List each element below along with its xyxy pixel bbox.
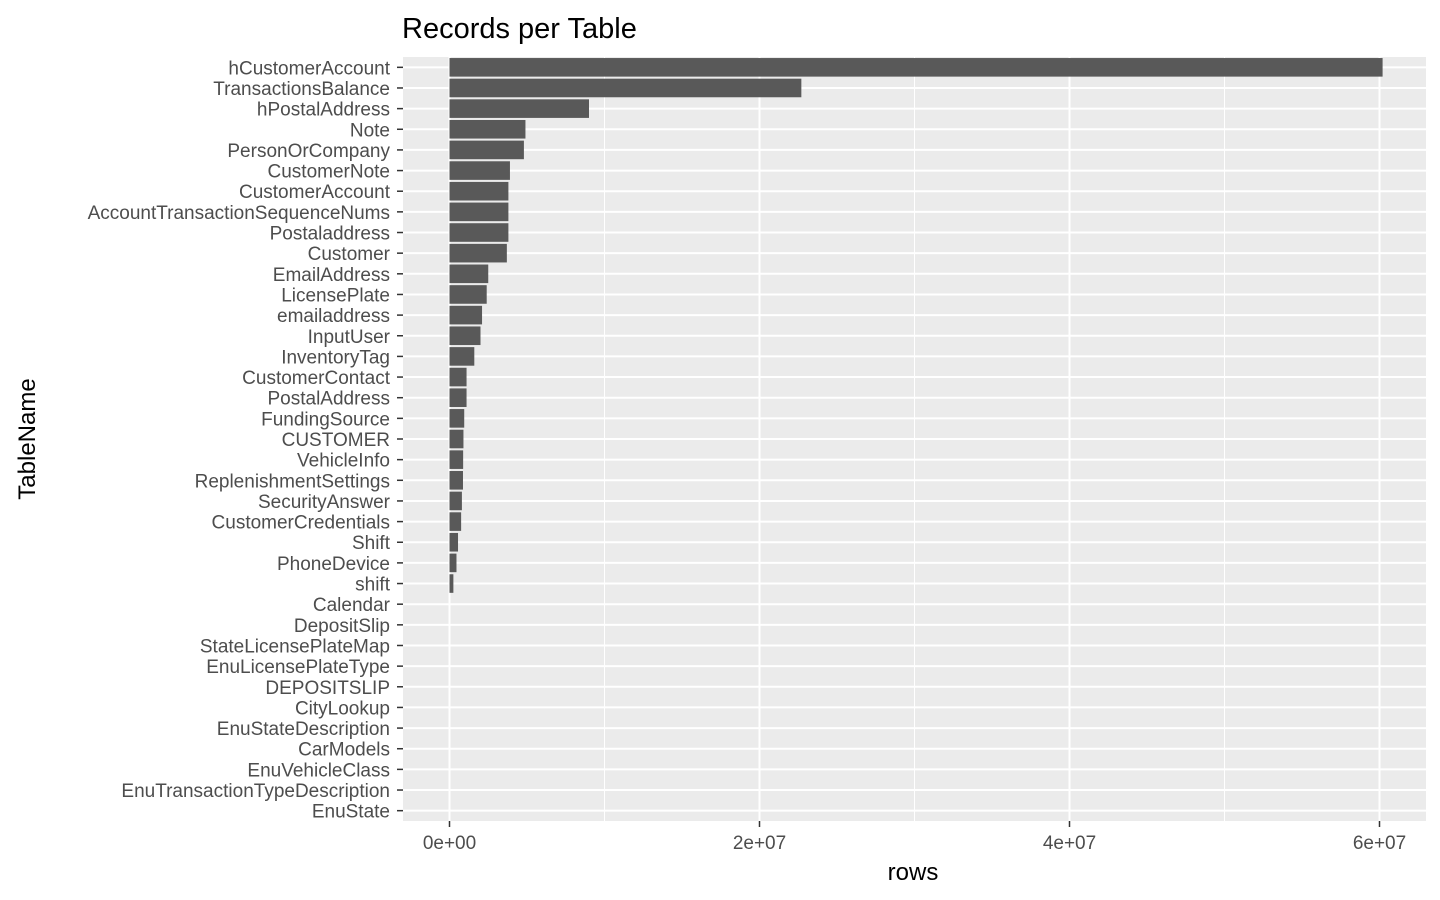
bar-TransactionsBalance (449, 78, 802, 98)
y-tick-label: VehicleInfo (297, 451, 390, 472)
bar-Note (449, 119, 526, 139)
y-tick-label: LicensePlate (281, 285, 390, 306)
y-tick-label: EnuState (312, 802, 390, 823)
bar-PersonOrCompany (449, 140, 524, 160)
y-tick-label: CarModels (298, 740, 390, 761)
bar-Postaladdress (449, 223, 509, 242)
y-tick-label: EnuLicensePlateType (206, 657, 390, 678)
bar-VehicleInfo (449, 450, 464, 469)
bar-hPostalAddress (449, 99, 589, 118)
bar-CustomerAccount (449, 181, 509, 201)
y-tick-label: PersonOrCompany (227, 141, 390, 162)
y-tick-label: Shift (352, 533, 391, 554)
y-tick-label: FundingSource (261, 409, 390, 430)
y-tick-label: hPostalAddress (257, 100, 390, 121)
y-tick-label: TransactionsBalance (213, 79, 390, 100)
x-axis: 0e+00 2e+07 4e+07 6e+07 (423, 821, 1406, 854)
y-tick-label: DepositSlip (294, 616, 390, 637)
bar-shift (449, 574, 454, 593)
x-axis-title: rows (888, 859, 939, 886)
y-tick-label: EnuTransactionTypeDescription (121, 781, 390, 802)
bar-InputUser (449, 326, 481, 346)
bar-ReplenishmentSettings (449, 471, 463, 490)
bar-Shift (449, 532, 459, 552)
y-tick-label: Postaladdress (270, 224, 390, 245)
x-tick-label: 4e+07 (1043, 833, 1096, 854)
bar-CustomerContact (449, 367, 467, 387)
bar-LicensePlate (449, 285, 487, 304)
bar-AccountTransactionSequenceNums (449, 202, 509, 222)
bar-CustomerNote (449, 161, 510, 180)
y-tick-label: Note (350, 120, 390, 141)
chart-title: Records per Table (402, 13, 637, 45)
y-tick-label: PhoneDevice (277, 554, 390, 575)
bars (449, 58, 1383, 593)
x-tick-label: 6e+07 (1353, 833, 1406, 854)
y-tick-label: CUSTOMER (282, 430, 390, 451)
y-tick-label: EmailAddress (273, 265, 390, 286)
bar-SecurityAnswer (449, 491, 462, 511)
y-tick-label: CustomerCredentials (212, 513, 390, 534)
y-tick-label: hCustomerAccount (228, 58, 390, 79)
y-tick-label: emailaddress (277, 306, 390, 327)
y-tick-label: DEPOSITSLIP (265, 678, 390, 699)
y-tick-label: PostalAddress (267, 389, 390, 410)
bar-CustomerCredentials (449, 512, 462, 531)
x-tick-label: 0e+00 (423, 833, 476, 854)
y-tick-label: EnuStateDescription (217, 719, 390, 740)
y-tick-label: Calendar (313, 595, 391, 616)
y-tick-label: shift (355, 575, 391, 596)
bar-PhoneDevice (449, 553, 457, 573)
bar-Customer (449, 243, 507, 263)
bar-InventoryTag (449, 347, 475, 366)
y-tick-label: CustomerContact (242, 368, 391, 389)
y-tick-label: CustomerAccount (239, 182, 391, 203)
y-tick-label: InventoryTag (281, 347, 390, 368)
y-tick-label: CityLookup (295, 698, 390, 719)
y-tick-label: CustomerNote (268, 162, 391, 183)
y-axis: hCustomerAccountTransactionsBalancehPost… (88, 58, 403, 823)
y-tick-label: StateLicensePlateMap (200, 636, 390, 657)
y-tick-label: EnuVehicleClass (247, 760, 390, 781)
bar-CUSTOMER (449, 429, 464, 449)
y-tick-label: SecurityAnswer (258, 492, 391, 513)
bar-EmailAddress (449, 264, 489, 284)
bar-FundingSource (449, 409, 465, 428)
x-tick-label: 2e+07 (733, 833, 786, 854)
y-tick-label: InputUser (308, 327, 391, 348)
y-tick-label: ReplenishmentSettings (195, 471, 390, 492)
bar-emailaddress (449, 305, 483, 325)
y-tick-label: Customer (308, 244, 391, 265)
y-tick-label: AccountTransactionSequenceNums (88, 203, 390, 224)
y-axis-title: TableName (14, 378, 41, 499)
bar-PostalAddress (449, 388, 467, 407)
bar-hCustomerAccount (449, 58, 1383, 77)
